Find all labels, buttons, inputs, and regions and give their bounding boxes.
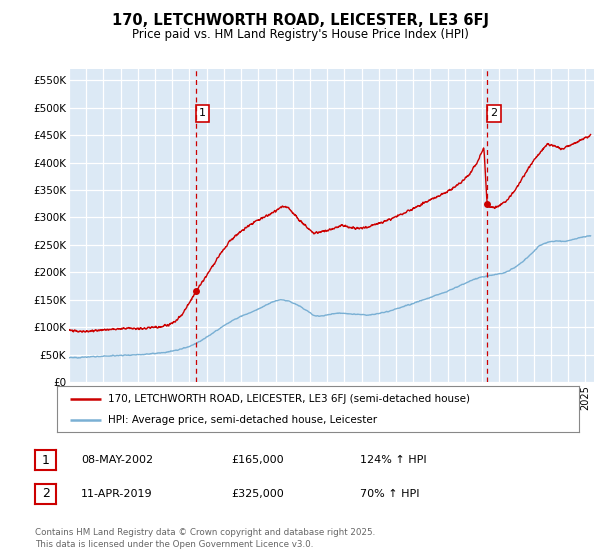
Text: £325,000: £325,000 <box>231 489 284 499</box>
Text: 2: 2 <box>490 108 497 118</box>
Text: 2: 2 <box>41 487 50 501</box>
Text: 170, LETCHWORTH ROAD, LEICESTER, LE3 6FJ: 170, LETCHWORTH ROAD, LEICESTER, LE3 6FJ <box>112 13 488 27</box>
Text: 1: 1 <box>199 108 206 118</box>
Text: Price paid vs. HM Land Registry's House Price Index (HPI): Price paid vs. HM Land Registry's House … <box>131 28 469 41</box>
Text: Contains HM Land Registry data © Crown copyright and database right 2025.
This d: Contains HM Land Registry data © Crown c… <box>35 528 375 549</box>
Text: HPI: Average price, semi-detached house, Leicester: HPI: Average price, semi-detached house,… <box>108 415 377 425</box>
Text: 70% ↑ HPI: 70% ↑ HPI <box>360 489 419 499</box>
Text: 124% ↑ HPI: 124% ↑ HPI <box>360 455 427 465</box>
Text: £165,000: £165,000 <box>231 455 284 465</box>
Text: 11-APR-2019: 11-APR-2019 <box>81 489 152 499</box>
Text: 08-MAY-2002: 08-MAY-2002 <box>81 455 153 465</box>
Text: 170, LETCHWORTH ROAD, LEICESTER, LE3 6FJ (semi-detached house): 170, LETCHWORTH ROAD, LEICESTER, LE3 6FJ… <box>108 394 470 404</box>
Text: 1: 1 <box>41 454 50 467</box>
